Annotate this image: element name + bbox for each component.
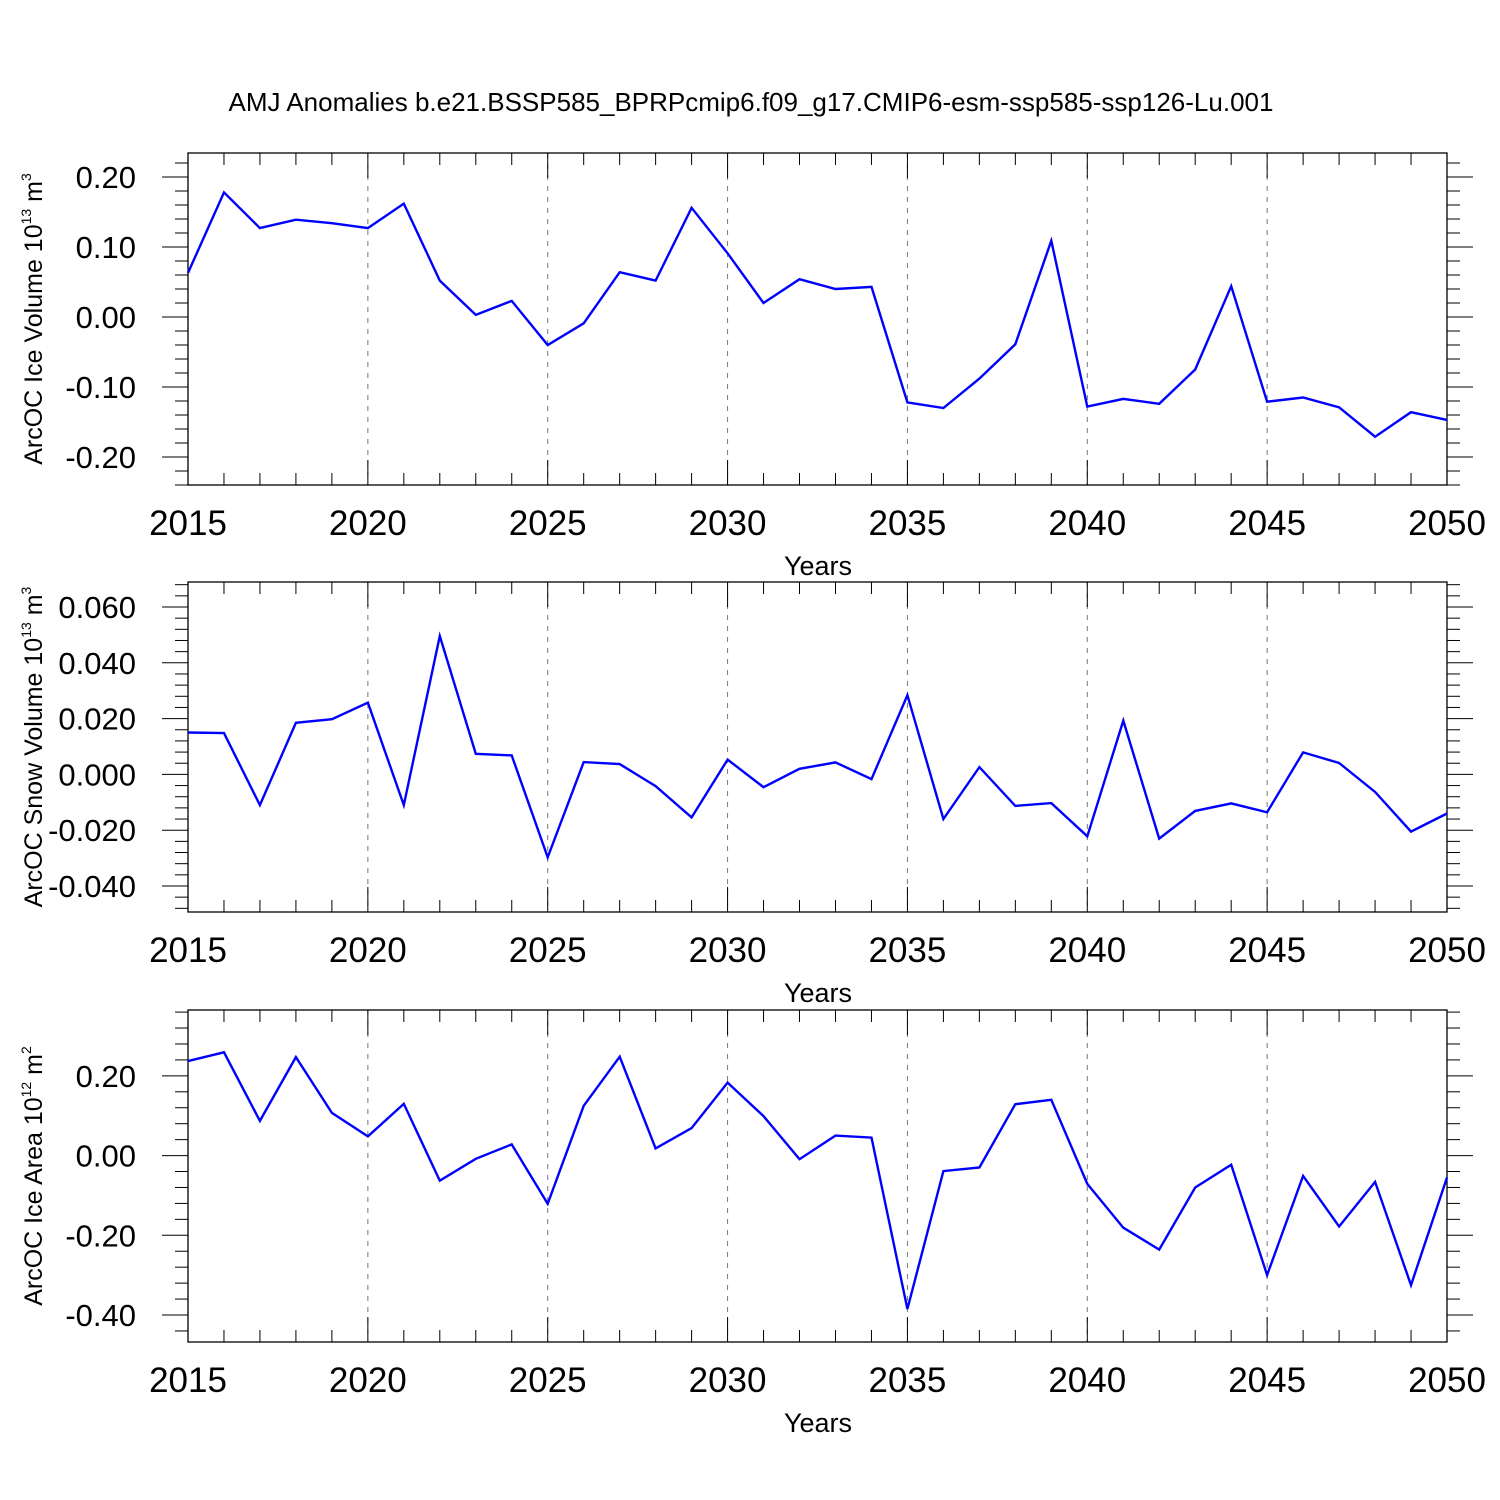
x-tick-label: 2020 (329, 931, 407, 970)
chart-title: AMJ Anomalies b.e21.BSSP585_BPRPcmip6.f0… (229, 87, 1274, 117)
plot-frame (187, 581, 1448, 913)
y-axis-label: ArcOC Ice Area 1012 m2 (18, 1046, 48, 1306)
x-tick-label: 2020 (329, 1361, 407, 1400)
y-tick-label: 0.060 (58, 590, 136, 625)
x-tick-label: 2030 (689, 1361, 767, 1400)
y-tick-label: 0.00 (76, 1139, 136, 1174)
y-tick-label: -0.020 (48, 813, 136, 848)
y-tick-label: -0.20 (65, 440, 136, 475)
x-tick-label: 2025 (509, 931, 587, 970)
x-tick-label: 2025 (509, 504, 587, 543)
y-tick-label: 0.040 (58, 646, 136, 681)
y-axis-label: ArcOC Snow Volume 1013 m3 (18, 586, 48, 907)
x-tick-label: 2050 (1408, 504, 1486, 543)
y-tick-label: -0.20 (65, 1218, 136, 1253)
x-axis-label: Years (784, 978, 852, 1008)
x-tick-label: 2045 (1228, 504, 1306, 543)
y-tick-label: -0.40 (65, 1298, 136, 1333)
y-tick-label: 0.10 (76, 230, 136, 265)
y-tick-label: 0.000 (58, 757, 136, 792)
x-tick-label: 2025 (509, 1361, 587, 1400)
x-tick-label: 2040 (1048, 931, 1126, 970)
x-tick-label: 2040 (1048, 504, 1126, 543)
panel-3: -0.40 -0.20 0.00 0.20 2015 2020 2025 2030 2035 20… (18, 1009, 1486, 1438)
x-tick-label: 2045 (1228, 1361, 1306, 1400)
y-tick-label: 0.00 (76, 300, 136, 335)
x-axis-label: Years (784, 1408, 852, 1438)
x-tick-label: 2050 (1408, 1361, 1486, 1400)
x-tick-label: 2035 (868, 504, 946, 543)
x-tick-label: 2050 (1408, 931, 1486, 970)
x-tick-label: 2015 (149, 504, 227, 543)
y-tick-label: 0.20 (76, 1059, 136, 1094)
y-tick-label: 0.020 (58, 702, 136, 737)
panels: -0.20 -0.10 0.00 0.10 0.20 2015 2020 2025 2030 20… (18, 152, 1486, 1438)
x-tick-label: 2035 (868, 931, 946, 970)
x-tick-label: 2015 (149, 931, 227, 970)
plot-frame (187, 152, 1448, 486)
x-axis-label: Years (784, 551, 852, 581)
series-line (187, 631, 1448, 861)
x-tick-label: 2015 (149, 1361, 227, 1400)
y-tick-label: -0.10 (65, 370, 136, 405)
x-tick-label: 2020 (329, 504, 407, 543)
y-tick-label: -0.040 (48, 869, 136, 904)
y-tick-label: 0.20 (76, 160, 136, 195)
x-tick-label: 2035 (868, 1361, 946, 1400)
y-axis-label: ArcOC Ice Volume 1013 m3 (18, 173, 48, 465)
panel-2: -0.040 -0.020 0.000 0.020 0.040 0.060 2015 2020… (18, 581, 1486, 1008)
x-tick-label: 2045 (1228, 931, 1306, 970)
x-tick-label: 2040 (1048, 1361, 1126, 1400)
x-tick-label: 2030 (689, 504, 767, 543)
x-tick-label: 2030 (689, 931, 767, 970)
series-line (187, 1050, 1449, 1310)
panel-1: -0.20 -0.10 0.00 0.10 0.20 2015 2020 2025 2030 20… (18, 152, 1486, 581)
series-line (186, 190, 1448, 439)
plot-frame (187, 1009, 1448, 1343)
